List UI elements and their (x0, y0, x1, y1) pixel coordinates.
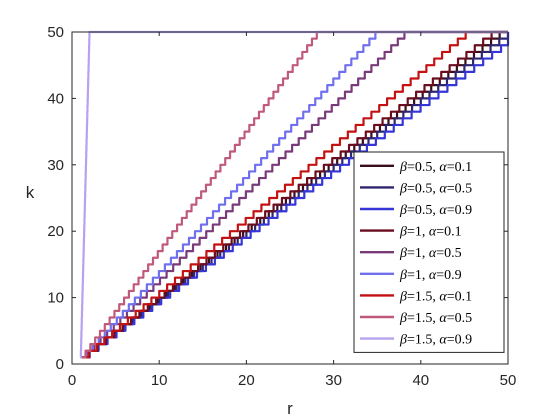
series-line-8 (80, 30, 508, 359)
series-line-6 (80, 30, 508, 359)
axes-box (71, 31, 509, 365)
x-tick-label: 10 (151, 372, 168, 389)
legend-entry: β=0.5, α=0.9 (399, 203, 472, 218)
legend-entry: β=0.5, α=0.5 (399, 181, 472, 196)
y-tick-label: 50 (47, 24, 64, 41)
legend-entry: β=0.5, α=0.1 (399, 160, 472, 175)
x-tick-label: 20 (238, 372, 255, 389)
x-axis: 0 10 20 30 40 50 (68, 32, 517, 389)
y-tick-label: 0 (56, 356, 64, 373)
y-tick-label: 40 (47, 90, 64, 107)
legend-entry: β=1, α=0.9 (399, 268, 462, 283)
y-tick-label: 30 (47, 157, 64, 174)
series-line-5 (80, 30, 508, 359)
series-line-9 (79, 30, 508, 359)
plot-lines (79, 30, 510, 359)
legend-entry: β=1.5, α=0.5 (399, 311, 472, 326)
legend-entry: β=1, α=0.5 (399, 246, 462, 261)
x-tick-label: 30 (325, 372, 342, 389)
x-axis-label: r (287, 399, 293, 418)
x-tick-label: 40 (412, 372, 429, 389)
x-tick-label: 0 (68, 372, 76, 389)
legend: β=0.5, α=0.1 β=0.5, α=0.5 β=0.5, α=0.9 β=1,… (353, 151, 505, 353)
legend-entry: β=1.5, α=0.9 (399, 333, 472, 348)
y-axis: 0 10 20 30 40 50 (47, 24, 508, 373)
legend-entry: β=1, α=0.1 (399, 225, 462, 240)
legend-entry: β=1.5, α=0.1 (399, 289, 472, 304)
y-axis-label: k (26, 183, 35, 202)
y-tick-label: 10 (47, 290, 64, 307)
series-line-7 (80, 30, 508, 359)
y-tick-label: 20 (47, 223, 64, 240)
x-tick-label: 50 (500, 372, 517, 389)
